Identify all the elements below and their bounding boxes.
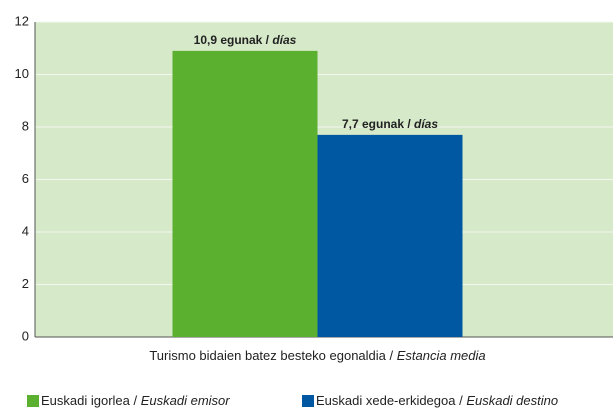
legend-label: Euskadi xede-erkidegoa / Euskadi destino [316,393,558,408]
value-label: 7,7 egunak / días [342,117,438,131]
y-tick-label: 0 [22,328,29,343]
legend-swatch [27,395,39,407]
y-tick-label: 10 [15,66,29,81]
y-tick-label: 8 [22,118,29,133]
y-tick-label: 6 [22,171,29,186]
y-tick-label: 12 [15,13,29,28]
y-tick-label: 2 [22,276,29,291]
legend-swatch [302,395,314,407]
x-tick-label: Turismo bidaien batez besteko egonaldia … [149,348,485,363]
value-label: 10,9 egunak / días [194,33,297,47]
y-tick-label: 4 [22,223,29,238]
legend-label: Euskadi igorlea / Euskadi emisor [41,393,230,408]
bar [172,50,318,337]
bar [317,134,463,337]
